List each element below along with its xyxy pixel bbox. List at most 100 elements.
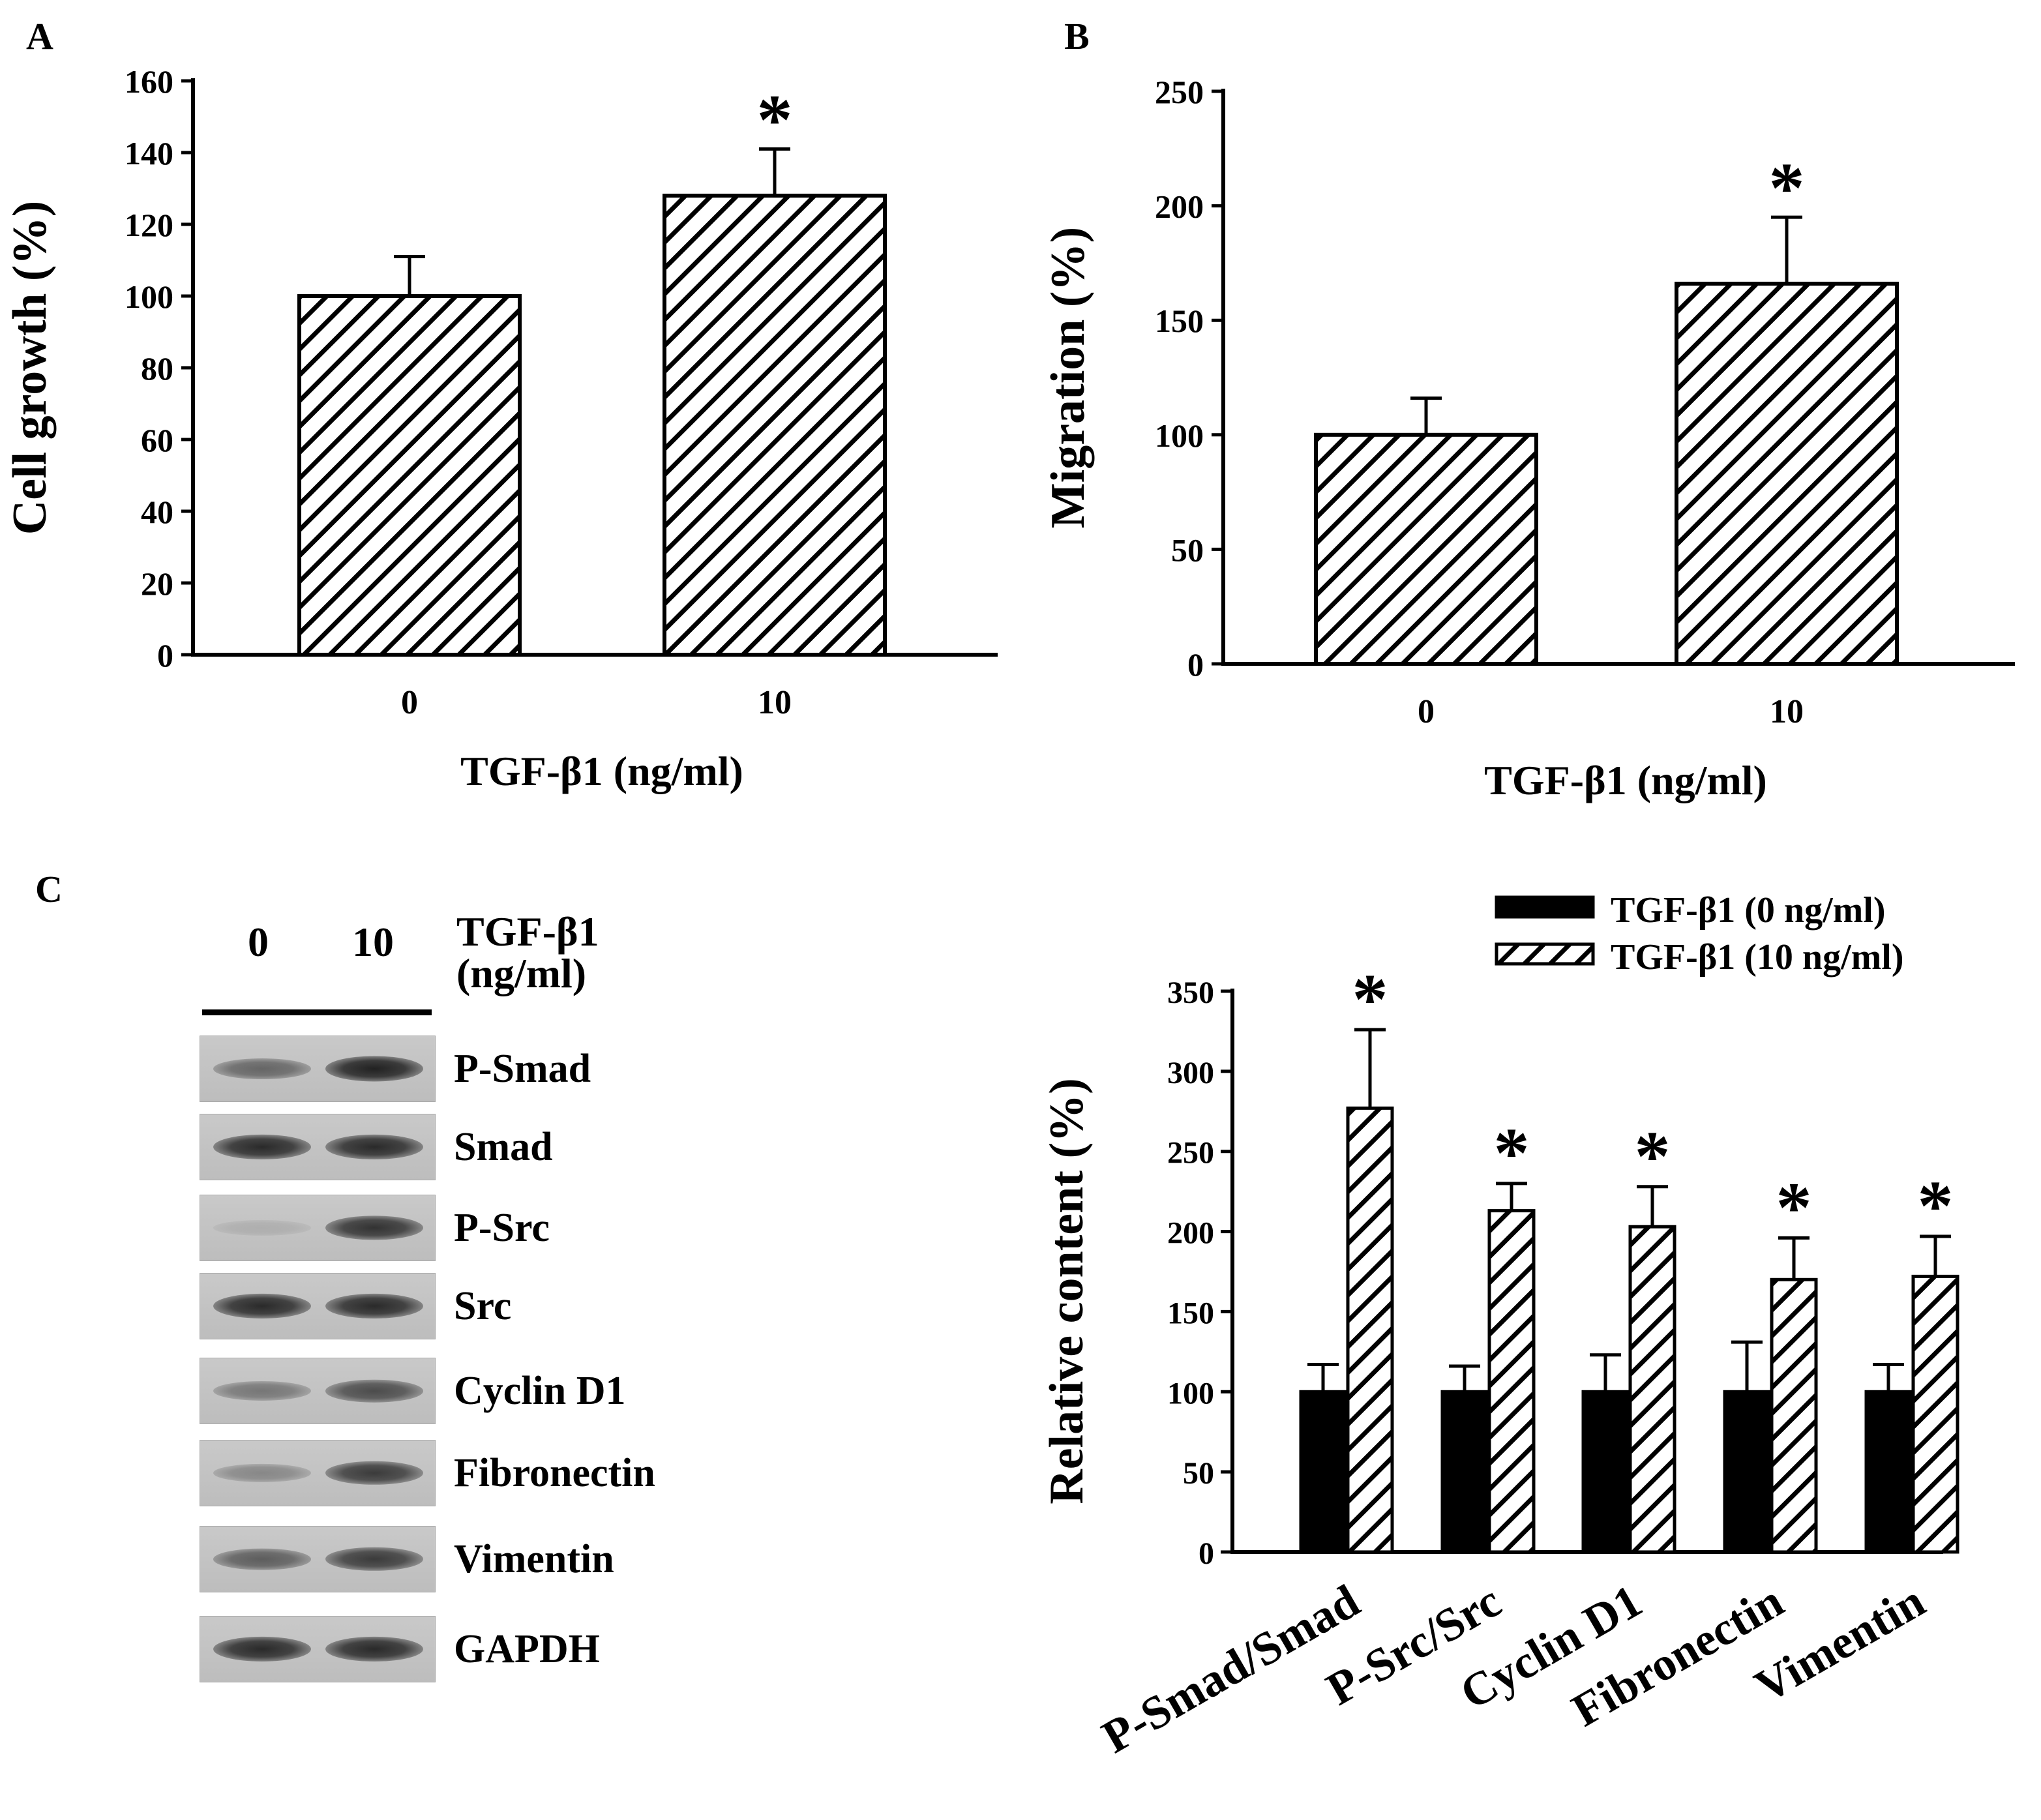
blot-row-label: Cyclin D1 — [454, 1369, 626, 1413]
chart-c-relative-content: 0 50 100 150 200 250 300 350 Relative content (%… — [1040, 890, 1959, 1763]
x-tick-label: 10 — [758, 684, 792, 721]
blot-lane-label-10: 10 — [352, 919, 394, 965]
chart-a-cell-growth: 0 20 40 60 80 100 120 140 160 Cell growth (%) 0 * 10… — [3, 63, 998, 794]
y-tick-label: 100 — [125, 278, 173, 315]
blot-band — [213, 1134, 311, 1160]
panel-label-b: B — [1064, 15, 1090, 57]
blot-strip-src — [200, 1273, 436, 1339]
x-tick-label: 0 — [1418, 693, 1435, 730]
x-tick-label: 0 — [401, 684, 418, 721]
y-axis-label: Cell growth (%) — [3, 201, 57, 535]
y-tick-label: 200 — [1167, 1216, 1214, 1251]
blot-row-label: P-Smad — [454, 1047, 591, 1091]
y-tick-label: 40 — [141, 494, 173, 530]
blot-strip-vimentin — [200, 1526, 436, 1592]
y-tick-label: 60 — [141, 422, 173, 458]
blot-band — [325, 1134, 423, 1160]
legend-label-1: TGF-β1 (10 ng/ml) — [1611, 937, 1903, 977]
blot-band — [213, 1058, 311, 1079]
blot-band — [325, 1461, 423, 1485]
bar-Fibronectin-series-1 — [1770, 1277, 1818, 1554]
y-tick-label: 140 — [125, 135, 173, 172]
bar-10 — [1675, 282, 1899, 666]
bar-P-Src/Src-series-1 — [1487, 1209, 1536, 1554]
blot-strip-p-smad — [200, 1036, 436, 1102]
legend-swatch-1 — [1495, 942, 1595, 966]
y-tick-label: 250 — [1167, 1136, 1214, 1171]
legend-swatch-0 — [1495, 895, 1595, 919]
bar-P-Src/Src-series-0 — [1440, 1390, 1489, 1554]
bar-10 — [663, 194, 887, 657]
significance-star: * — [757, 80, 793, 160]
blot-row-label: Vimentin — [454, 1537, 614, 1581]
y-tick-label: 250 — [1155, 74, 1204, 110]
blot-band — [325, 1379, 423, 1403]
panel-label-c: C — [35, 868, 63, 910]
blot-band — [213, 1636, 311, 1662]
bar-P-Smad/Smad-series-0 — [1299, 1390, 1347, 1554]
y-tick-label: 20 — [141, 565, 173, 602]
y-tick-label: 50 — [1171, 531, 1204, 568]
y-tick-label: 0 — [1187, 646, 1204, 683]
blot-band — [325, 1056, 423, 1082]
x-tick-label: 10 — [1770, 693, 1804, 730]
bar-Fibronectin-series-0 — [1723, 1390, 1771, 1554]
y-tick-label: 200 — [1155, 188, 1204, 225]
x-axis-label: TGF-β1 (ng/ml) — [460, 748, 743, 794]
y-tick-label: 80 — [141, 350, 173, 387]
significance-star: * — [1769, 148, 1805, 228]
panel-label-a: A — [26, 15, 53, 57]
bar-Vimentin-series-1 — [1911, 1274, 1959, 1554]
y-tick-label: 350 — [1167, 976, 1214, 1010]
significance-star: * — [1776, 1167, 1812, 1247]
western-blot-panel: 0 10 TGF-β1 (ng/ml) P-Smad Smad P-Src Src Cy… — [0, 861, 750, 1722]
y-tick-label: 120 — [125, 207, 173, 243]
legend-label-0: TGF-β1 (0 ng/ml) — [1611, 890, 1885, 931]
blot-treatment-units: (ng/ml) — [456, 950, 587, 996]
blot-row-label: Smad — [454, 1125, 553, 1169]
y-tick-label: 100 — [1155, 417, 1204, 454]
blot-row-label: Src — [454, 1284, 512, 1328]
blot-strip-gapdh — [200, 1616, 436, 1682]
blot-strip-fibronectin — [200, 1440, 436, 1506]
y-tick-label: 50 — [1183, 1456, 1214, 1491]
y-tick-label: 0 — [157, 637, 173, 674]
blot-band — [213, 1548, 311, 1570]
blot-row-label: GAPDH — [454, 1627, 600, 1671]
bar-0 — [297, 294, 522, 657]
significance-star: * — [1635, 1116, 1671, 1196]
y-tick-label: 0 — [1199, 1536, 1214, 1571]
bar-0 — [1314, 432, 1538, 666]
y-tick-label: 300 — [1167, 1056, 1214, 1090]
blot-band — [213, 1463, 311, 1483]
blot-row-label: P-Src — [454, 1206, 550, 1250]
blot-treatment-label: TGF-β1 — [456, 908, 599, 955]
blot-strip-smad — [200, 1114, 436, 1180]
blot-strip-cyclin-d1 — [200, 1358, 436, 1424]
y-tick-label: 100 — [1167, 1376, 1214, 1410]
bar-Cyclin D1-series-1 — [1628, 1225, 1676, 1554]
bar-Cyclin D1-series-0 — [1581, 1390, 1630, 1554]
blot-band — [325, 1216, 423, 1240]
blot-row-label: Fibronectin — [454, 1451, 655, 1495]
significance-star: * — [1918, 1166, 1954, 1246]
blot-lane-rule — [202, 1009, 432, 1015]
blot-lane-label-0: 0 — [248, 919, 269, 965]
y-tick-label: 160 — [125, 63, 173, 100]
blot-band — [213, 1219, 311, 1236]
blot-band — [213, 1293, 311, 1319]
blot-band — [325, 1293, 423, 1319]
blot-strip-p-src — [200, 1195, 436, 1261]
significance-star: * — [1352, 959, 1388, 1039]
blot-band — [213, 1380, 311, 1401]
blot-band — [325, 1636, 423, 1662]
y-tick-label: 150 — [1167, 1296, 1214, 1330]
x-axis-label: TGF-β1 (ng/ml) — [1484, 757, 1767, 803]
significance-star: * — [1494, 1113, 1530, 1193]
bar-Vimentin-series-0 — [1864, 1390, 1913, 1554]
y-tick-label: 150 — [1155, 303, 1204, 339]
y-axis-label: Relative content (%) — [1040, 1078, 1094, 1504]
blot-band — [325, 1547, 423, 1572]
bar-P-Smad/Smad-series-1 — [1346, 1106, 1394, 1554]
